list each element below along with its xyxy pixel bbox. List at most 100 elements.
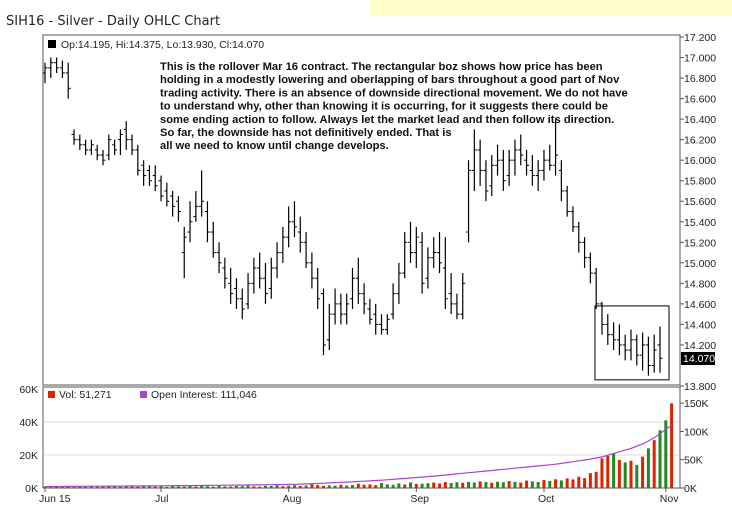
oi-tick-label: 50K — [684, 455, 703, 467]
volume-bar — [234, 486, 238, 488]
price-tick-label: 16.200 — [684, 135, 716, 147]
volume-bar — [118, 486, 122, 488]
volume-bar — [362, 484, 366, 488]
volume-bar — [136, 486, 140, 488]
annotation-line: This is the rollover Mar 16 contract. Th… — [160, 61, 603, 73]
volume-grid — [44, 421, 679, 456]
price-tick-label: 17.200 — [684, 32, 716, 44]
annotation-line: some ending action to follow. Always let… — [160, 114, 614, 126]
oi-tick-label: 0K — [684, 483, 697, 495]
volume-bar — [670, 403, 674, 488]
volume-bar — [339, 484, 343, 488]
volume-bar — [565, 478, 569, 488]
volume-bar — [548, 480, 552, 488]
annotation-line: all we need to know until change develop… — [160, 140, 389, 152]
volume-bar — [287, 485, 291, 488]
volume-bar — [496, 481, 500, 488]
annotation-line: to understand why, other than knowing it… — [160, 101, 608, 113]
price-tick-label: 16.600 — [684, 94, 716, 106]
volume-bar — [380, 483, 384, 488]
volume-bar — [333, 485, 337, 488]
volume-bar — [188, 486, 192, 488]
volume-bar — [60, 486, 64, 488]
volume-bar — [304, 485, 308, 488]
price-bars — [42, 57, 663, 376]
volume-bar — [78, 486, 82, 488]
price-tick-label: 14.400 — [684, 319, 716, 331]
volume-bar — [530, 481, 534, 488]
volume-bar — [200, 485, 204, 488]
volume-bar — [356, 483, 360, 488]
volume-bar — [385, 484, 389, 488]
volume-bar — [182, 486, 186, 488]
price-tick-label: 13.800 — [684, 381, 716, 393]
volume-bar — [147, 485, 151, 488]
volume-bar — [600, 458, 604, 488]
price-tick-label: 17.000 — [684, 53, 716, 65]
range-box — [594, 305, 670, 381]
volume-bar — [513, 481, 517, 488]
volume-bar — [275, 485, 279, 488]
volume-bar — [211, 486, 215, 488]
date-axis: Jun 15 Jul Aug Sep Oct Nov — [39, 488, 679, 505]
volume-bar — [89, 486, 93, 488]
volume-bar — [217, 485, 221, 488]
price-tick-label: 15.400 — [684, 217, 716, 229]
open-interest-legend-swatch — [140, 391, 147, 398]
volume-bar — [443, 482, 447, 488]
volume-bar — [519, 482, 523, 488]
volume-bar — [438, 483, 442, 488]
volume-bar — [594, 471, 598, 488]
volume-bar — [269, 486, 273, 488]
volume-bar — [606, 455, 610, 488]
price-tick-label: 14.200 — [684, 340, 716, 352]
last-price-marker: 14.070 — [681, 352, 715, 365]
volume-legend-swatch — [48, 391, 55, 398]
volume-bar — [124, 486, 128, 488]
volume-bar — [130, 486, 134, 488]
open-interest-line — [44, 424, 672, 488]
volume-bar — [414, 484, 418, 488]
volume-bar — [374, 485, 378, 488]
volume-bar — [391, 484, 395, 488]
date-label: Jun 15 — [39, 493, 71, 505]
volume-bar — [321, 485, 325, 488]
volume-bar — [165, 486, 169, 488]
volume-bar — [43, 486, 47, 488]
price-tick-label: 15.200 — [684, 237, 716, 249]
volume-bar — [507, 481, 511, 488]
date-label: Jul — [155, 493, 168, 505]
volume-bar — [223, 486, 227, 488]
volume-bar — [113, 486, 117, 488]
volume-bar — [263, 485, 267, 488]
volume-bar — [72, 486, 76, 488]
ohlc-info: Op:14.195, Hi:14.375, Lo:13.930, Cl:14.0… — [48, 39, 264, 51]
price-tick-label: 16.000 — [684, 155, 716, 167]
volume-bar — [588, 473, 592, 488]
volume-legend: Vol: 51,271 Open Interest: 111,046 — [48, 389, 257, 401]
volume-bar — [153, 486, 157, 488]
volume-bar — [351, 485, 354, 488]
price-tick-label: 16.400 — [684, 114, 716, 126]
volume-bar — [95, 486, 99, 488]
volume-bar — [327, 485, 331, 488]
volume-bar — [536, 482, 540, 488]
volume-bar — [641, 456, 645, 488]
price-tick-label: 15.600 — [684, 196, 716, 208]
volume-bar — [617, 459, 621, 488]
oi-tick-label: 150K — [684, 398, 709, 410]
volume-bar — [420, 483, 424, 488]
volume-bar — [664, 420, 668, 488]
volume-bar — [66, 487, 70, 488]
date-label: Oct — [538, 493, 554, 505]
volume-bar — [571, 479, 575, 488]
price-tick-label: 14.600 — [684, 299, 716, 311]
volume-legend-label: Vol: 51,271 — [59, 389, 112, 401]
volume-bar — [472, 482, 476, 488]
volume-bar — [461, 482, 465, 488]
volume-bar — [107, 486, 111, 488]
volume-bar — [542, 480, 546, 488]
volume-bar — [501, 482, 505, 488]
volume-bar — [194, 486, 198, 488]
volume-tick-label: 0K — [25, 483, 38, 495]
